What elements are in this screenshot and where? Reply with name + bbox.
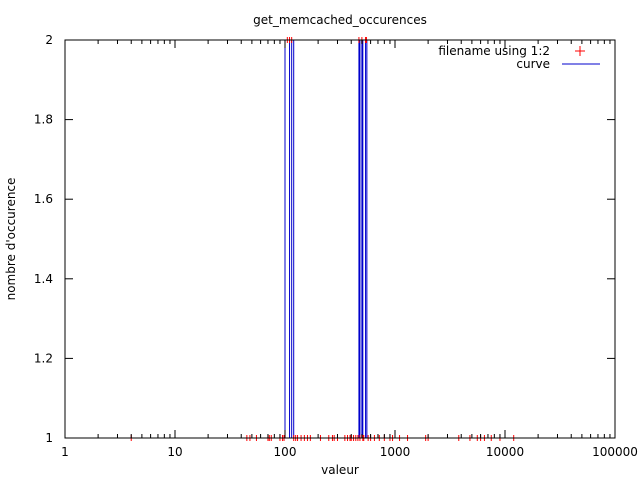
x-tick-label: 1 xyxy=(61,445,69,459)
y-axis-label: nombre d'occurence xyxy=(4,178,18,301)
legend-label-curve: curve xyxy=(516,57,550,71)
x-tick-label: 100 xyxy=(274,445,297,459)
y-tick-label: 1.4 xyxy=(34,272,53,286)
y-tick-label: 2 xyxy=(45,33,53,47)
y-tick-label: 1.6 xyxy=(34,192,53,206)
x-tick-label: 1000 xyxy=(380,445,411,459)
legend: filename using 1:2 curve xyxy=(438,44,600,71)
x-tick-label: 10 xyxy=(167,445,182,459)
y-tick-label: 1 xyxy=(45,431,53,445)
x-axis-label: valeur xyxy=(321,463,359,477)
x-tick-label: 10000 xyxy=(486,445,524,459)
chart-title: get_memcached_occurences xyxy=(253,13,427,27)
y-tick-label: 1.8 xyxy=(34,113,53,127)
plot-frame xyxy=(64,39,616,439)
legend-marker-points xyxy=(575,46,585,56)
x-tick-label: 100000 xyxy=(592,445,638,459)
y-tick-label: 1.2 xyxy=(34,351,53,365)
series-line-curve xyxy=(65,39,615,439)
legend-label-points: filename using 1:2 xyxy=(438,44,550,58)
